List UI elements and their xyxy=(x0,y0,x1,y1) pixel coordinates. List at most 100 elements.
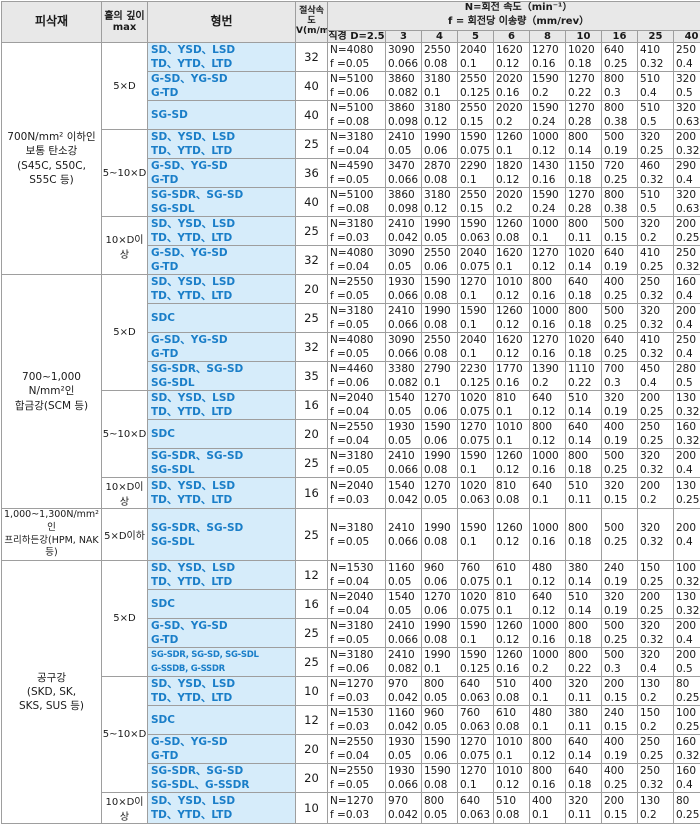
rpm-value: 1270 xyxy=(424,590,457,604)
feed-value: 0.4 xyxy=(676,535,700,549)
feed-value: 0.12 xyxy=(424,202,457,216)
speed-cell: 16 xyxy=(296,391,328,420)
rpm-value: 800 xyxy=(532,420,565,434)
feed-value: 0.06 xyxy=(424,575,457,589)
feed-value: 0.1 xyxy=(496,144,529,158)
rpm-value: 3860 xyxy=(388,72,421,86)
n-line: N=4080 xyxy=(330,333,385,347)
material-cell: 공구강(SKD, SK,SKS, SUS 등) xyxy=(2,561,102,824)
rpm-value: 3860 xyxy=(388,188,421,202)
rpm-value: 1260 xyxy=(496,619,529,633)
feed-value: 0.16 xyxy=(532,463,565,477)
rpm-value: 290 xyxy=(676,159,700,173)
feed-value: 0.16 xyxy=(496,86,529,100)
feed-value: 0.4 xyxy=(676,318,700,332)
rpm-value: 400 xyxy=(604,275,637,289)
rpm-value: 200 xyxy=(676,130,700,144)
feed-value: 0.2 xyxy=(640,691,673,705)
n-value: 2040 xyxy=(347,480,374,492)
feed-value: 0.16 xyxy=(532,289,565,303)
feed-value: 0.08 xyxy=(424,778,457,792)
feed-value: 0.042 xyxy=(388,808,421,822)
rpm-value: 1270 xyxy=(424,479,457,493)
feed-value: 0.19 xyxy=(604,260,637,274)
feed-value: 0.22 xyxy=(568,86,601,100)
n-line: N=4590 xyxy=(330,159,385,173)
n-line: N=2550 xyxy=(330,420,385,434)
feed-value: 0.05 xyxy=(424,720,457,734)
depth-cell: 10×D이상 xyxy=(102,793,148,824)
feed-value: 0.32 xyxy=(676,144,700,158)
diameter-header: 4 xyxy=(422,31,458,43)
type-line: G-TD xyxy=(151,347,295,361)
feed-value: 0.063 xyxy=(460,808,493,822)
feed-value: 0.25 xyxy=(676,493,700,507)
n-value: 4460 xyxy=(347,363,374,375)
rpm-value: 1270 xyxy=(568,72,601,86)
rpm-value: 130 xyxy=(676,391,700,405)
f-line: f =0.03 xyxy=(330,231,385,245)
feed-value: 0.3 xyxy=(604,376,637,390)
speed-cell: 32 xyxy=(296,246,328,275)
speed-cell: 25 xyxy=(296,304,328,333)
rpm-value: 240 xyxy=(604,706,637,720)
n-line: N=3180 xyxy=(330,217,385,231)
feed-value: 0.11 xyxy=(568,691,601,705)
material-line: (S45C, S50C, xyxy=(2,159,101,173)
rpm-value: 1990 xyxy=(424,648,457,662)
type-line: TD、YTD、LTD xyxy=(151,691,295,705)
rpm-value: 200 xyxy=(676,449,700,463)
f-prefix: f = xyxy=(330,232,346,244)
type-header: 형번 xyxy=(148,2,296,43)
feed-value: 0.1 xyxy=(496,434,529,448)
feed-value: 0.19 xyxy=(604,405,637,419)
rpm-value: 400 xyxy=(604,420,637,434)
material-line: 700~1,000 xyxy=(2,370,101,384)
rpm-value: 1620 xyxy=(496,246,529,260)
rpm-value: 3090 xyxy=(388,246,421,260)
rpm-value: 1590 xyxy=(424,764,457,778)
rpm-value: 2550 xyxy=(460,101,493,115)
feed-value: 0.066 xyxy=(388,173,421,187)
n-line: N=3180 xyxy=(330,619,385,633)
speed-cell: 40 xyxy=(296,188,328,217)
feed-value: 0.25 xyxy=(676,231,700,245)
n-value: 2550 xyxy=(347,276,374,288)
feed-value: 0.12 xyxy=(532,749,565,763)
rpm-value: 2550 xyxy=(460,72,493,86)
feed-value: 0.05 xyxy=(388,405,421,419)
rpm-value: 1590 xyxy=(460,130,493,144)
n-line: N=3180 xyxy=(330,648,385,662)
feed-value: 0.25 xyxy=(604,57,637,71)
rpm-value: 640 xyxy=(460,794,493,808)
rpm-value: 800 xyxy=(568,304,601,318)
rpm-value: 3470 xyxy=(388,159,421,173)
